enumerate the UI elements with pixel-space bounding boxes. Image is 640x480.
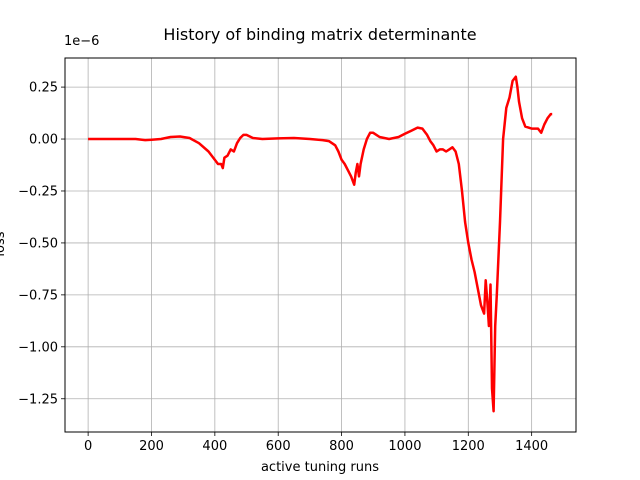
series-line bbox=[88, 75, 553, 413]
y-axis-offset-label: 1e−6 bbox=[64, 34, 99, 49]
y-tick-label: −1.00 bbox=[18, 340, 58, 355]
chart-title: History of binding matrix determinante bbox=[163, 25, 476, 44]
x-axis-label: active tuning runs bbox=[261, 460, 379, 475]
x-tick-label: 800 bbox=[329, 439, 354, 454]
x-tick-label: 600 bbox=[266, 439, 291, 454]
x-tick-label: 1200 bbox=[452, 439, 485, 454]
x-tick-label: 0 bbox=[84, 439, 92, 454]
y-axis-ticks: 0.25 0.00 −0.25 −0.50 −0.75 −1.00 −1.25 bbox=[18, 81, 65, 407]
x-tick-label: 400 bbox=[202, 439, 227, 454]
x-tick-label: 200 bbox=[139, 439, 164, 454]
plot-area bbox=[88, 75, 553, 413]
y-tick-label: −0.75 bbox=[18, 288, 58, 303]
y-tick-label: −1.25 bbox=[18, 392, 58, 407]
y-axis-label: loss bbox=[0, 231, 8, 256]
x-tick-label: 1000 bbox=[388, 439, 421, 454]
y-tick-label: 0.00 bbox=[29, 133, 58, 148]
axes-frame bbox=[64, 57, 577, 433]
x-axis-ticks: 0 200 400 600 800 1000 1200 1400 bbox=[84, 432, 548, 454]
y-tick-label: −0.50 bbox=[18, 236, 58, 251]
y-tick-label: −0.25 bbox=[18, 184, 58, 199]
x-tick-label: 1400 bbox=[515, 439, 548, 454]
y-tick-label: 0.25 bbox=[29, 81, 58, 96]
